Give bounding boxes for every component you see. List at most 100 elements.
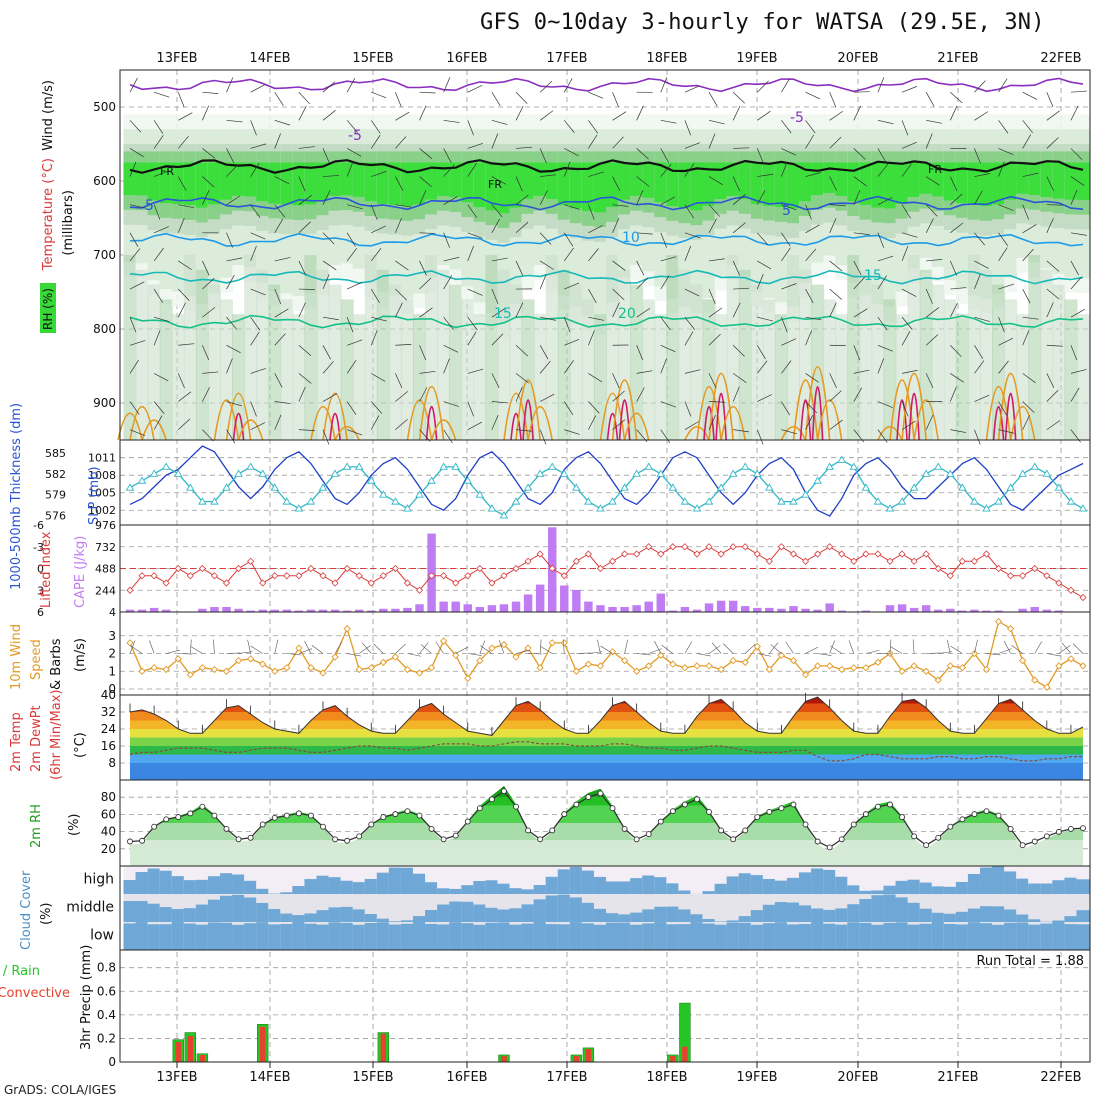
cloud-bg-cell (1040, 894, 1054, 922)
cloud-fill-cell (1028, 883, 1042, 894)
wind-speed-point (464, 674, 472, 682)
rh-point (1080, 825, 1086, 832)
cloud-fill-cell (123, 923, 137, 950)
cloud-fill-cell (618, 922, 632, 950)
surface-wind-barb (213, 639, 215, 654)
wind-barb (515, 302, 524, 318)
wind-speed-point (681, 664, 689, 672)
lifted-index-point (440, 572, 448, 580)
thickness-point (294, 504, 304, 512)
wind-barb (298, 221, 311, 234)
rh-shade-low (678, 269, 692, 440)
cloud-fill-cell (256, 888, 270, 894)
thickness-point (487, 504, 497, 512)
isotherm-25-arc (334, 425, 360, 441)
cloud-fill-cell (316, 924, 330, 950)
cloud-fill-cell (473, 904, 487, 922)
precip-convective-bar (573, 1056, 580, 1062)
wind-barb (974, 394, 990, 402)
wind-barb (298, 105, 307, 121)
wind-speed-point (500, 640, 508, 649)
cloud-bg-cell (702, 894, 716, 922)
cape-bar (210, 606, 219, 612)
cloud-fill-cell (979, 923, 994, 950)
cape-bar (777, 608, 786, 612)
cloud-fill-cell (232, 874, 246, 894)
wind-barb (298, 194, 312, 205)
rh-shade-low (509, 284, 523, 440)
surface-wind-barb (757, 653, 772, 657)
rh-band (130, 840, 1083, 866)
wind-barb (395, 136, 407, 149)
rh-point (718, 827, 725, 834)
wind-barb (419, 91, 436, 94)
cloud-fill-cell (835, 908, 849, 922)
wind-barb (467, 142, 484, 149)
wind-barb (588, 373, 603, 383)
cloud-fill-cell (195, 924, 209, 950)
cloud-fill-cell (376, 872, 390, 894)
cape-bar (596, 605, 605, 612)
isotherm-25-arc (430, 419, 457, 441)
wind-speed-point (1043, 683, 1051, 691)
day-label-bottom: 19FEB (736, 1070, 777, 1085)
surface-wind-barb (848, 640, 855, 654)
wind-barb (1046, 260, 1060, 272)
cloud-fill-cell (630, 878, 644, 894)
cape-bar (137, 609, 147, 612)
rh-point (525, 827, 532, 834)
cloud-fill-cell (352, 909, 366, 922)
wind-barb (660, 196, 675, 205)
wind-barb (371, 225, 386, 234)
thickness-point (620, 483, 629, 491)
wind-barb (684, 245, 692, 262)
pressure-tick-label: 900 (93, 396, 116, 410)
thickness-tick-label: 582 (45, 468, 66, 481)
wind-speed-point (234, 656, 243, 665)
rh-point (983, 808, 990, 815)
lifted-index-point (681, 543, 689, 551)
cloud-fill-cell (1004, 871, 1018, 894)
rh-shade-cell (642, 162, 656, 198)
cape-bar (391, 608, 400, 612)
freezing-label: FR (488, 178, 502, 191)
rh-shade-low (895, 314, 909, 440)
cloud-fill-cell (195, 904, 209, 922)
surface-wind-barb (247, 639, 251, 654)
wind-barb (443, 401, 459, 407)
wind-barb (226, 119, 243, 123)
cloud-fill-cell (292, 922, 306, 950)
wind-barb (660, 77, 668, 93)
wind-barb (491, 204, 503, 218)
wind-barb (178, 418, 191, 430)
rh-point (1055, 828, 1062, 835)
wind10m-axis-label: & Barbs (49, 638, 64, 690)
cloud-fill-cell (183, 880, 197, 894)
wind-barb (588, 134, 598, 149)
wind-barb (563, 401, 574, 416)
wind-barb (925, 204, 938, 217)
cloud-fill-cell (943, 913, 957, 922)
cloud-fill-cell (207, 899, 221, 922)
slp-tick-label: 1011 (88, 452, 116, 465)
wind-barb (998, 317, 1005, 333)
wind-barb (274, 308, 289, 318)
wind-barb (588, 91, 604, 99)
rh-point (971, 811, 978, 818)
cape-bar (692, 609, 702, 612)
wind-barb (322, 148, 330, 164)
cloud-fill-cell (606, 913, 620, 922)
lifted-index-point (970, 557, 978, 565)
wind-barb (1046, 92, 1054, 108)
rh-shade-cell (799, 162, 813, 202)
cloud-fill-cell (1052, 922, 1066, 950)
wind-speed-point (355, 665, 363, 674)
cape-bar (246, 610, 255, 612)
cloud-fill-cell (328, 907, 342, 922)
wind-barb (636, 307, 651, 318)
cloud-fill-cell (992, 906, 1006, 922)
wind-barb (829, 136, 842, 149)
wind-barb (563, 317, 571, 333)
rh-point (344, 837, 351, 844)
wind-barb (612, 204, 629, 207)
